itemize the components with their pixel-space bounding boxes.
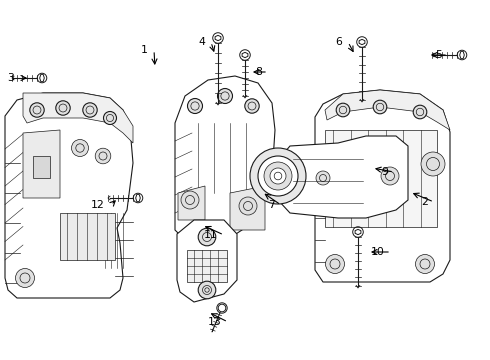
Circle shape: [381, 167, 399, 185]
Circle shape: [56, 101, 70, 115]
Polygon shape: [187, 250, 227, 282]
Polygon shape: [175, 76, 275, 248]
Polygon shape: [177, 220, 237, 302]
Circle shape: [83, 103, 97, 117]
Polygon shape: [178, 186, 205, 220]
Text: 7: 7: [268, 200, 275, 210]
Circle shape: [72, 139, 89, 157]
Circle shape: [264, 162, 292, 190]
Circle shape: [373, 100, 387, 114]
Text: 5: 5: [435, 50, 442, 60]
Circle shape: [321, 148, 339, 166]
Circle shape: [30, 103, 44, 117]
Text: 12: 12: [91, 200, 105, 210]
Circle shape: [250, 148, 306, 204]
Circle shape: [95, 148, 111, 164]
Polygon shape: [230, 186, 265, 230]
Circle shape: [16, 269, 34, 288]
Circle shape: [239, 197, 257, 215]
Circle shape: [245, 99, 259, 113]
Polygon shape: [60, 213, 115, 260]
Circle shape: [258, 156, 298, 196]
Circle shape: [218, 89, 232, 104]
Circle shape: [198, 228, 216, 246]
Polygon shape: [5, 93, 133, 298]
Circle shape: [103, 112, 117, 125]
Circle shape: [316, 171, 330, 185]
Text: 10: 10: [371, 247, 385, 257]
Text: 9: 9: [381, 167, 388, 177]
Circle shape: [181, 191, 199, 209]
Text: 1: 1: [141, 45, 148, 55]
Circle shape: [421, 152, 445, 176]
Text: 13: 13: [208, 317, 222, 327]
Circle shape: [270, 168, 286, 184]
Text: 6: 6: [335, 37, 342, 47]
Polygon shape: [23, 93, 133, 143]
Circle shape: [336, 103, 350, 117]
Text: 3: 3: [7, 73, 14, 83]
Polygon shape: [23, 130, 60, 198]
Polygon shape: [325, 130, 437, 227]
Text: 4: 4: [198, 37, 205, 47]
Polygon shape: [33, 156, 50, 178]
Circle shape: [413, 105, 427, 119]
Circle shape: [188, 99, 202, 113]
Circle shape: [416, 255, 435, 274]
Polygon shape: [325, 90, 450, 130]
Polygon shape: [315, 90, 450, 282]
Circle shape: [198, 281, 216, 299]
Circle shape: [325, 255, 344, 274]
Text: 2: 2: [421, 197, 428, 207]
Text: 11: 11: [204, 230, 218, 240]
Polygon shape: [278, 136, 408, 218]
Text: 8: 8: [255, 67, 262, 77]
